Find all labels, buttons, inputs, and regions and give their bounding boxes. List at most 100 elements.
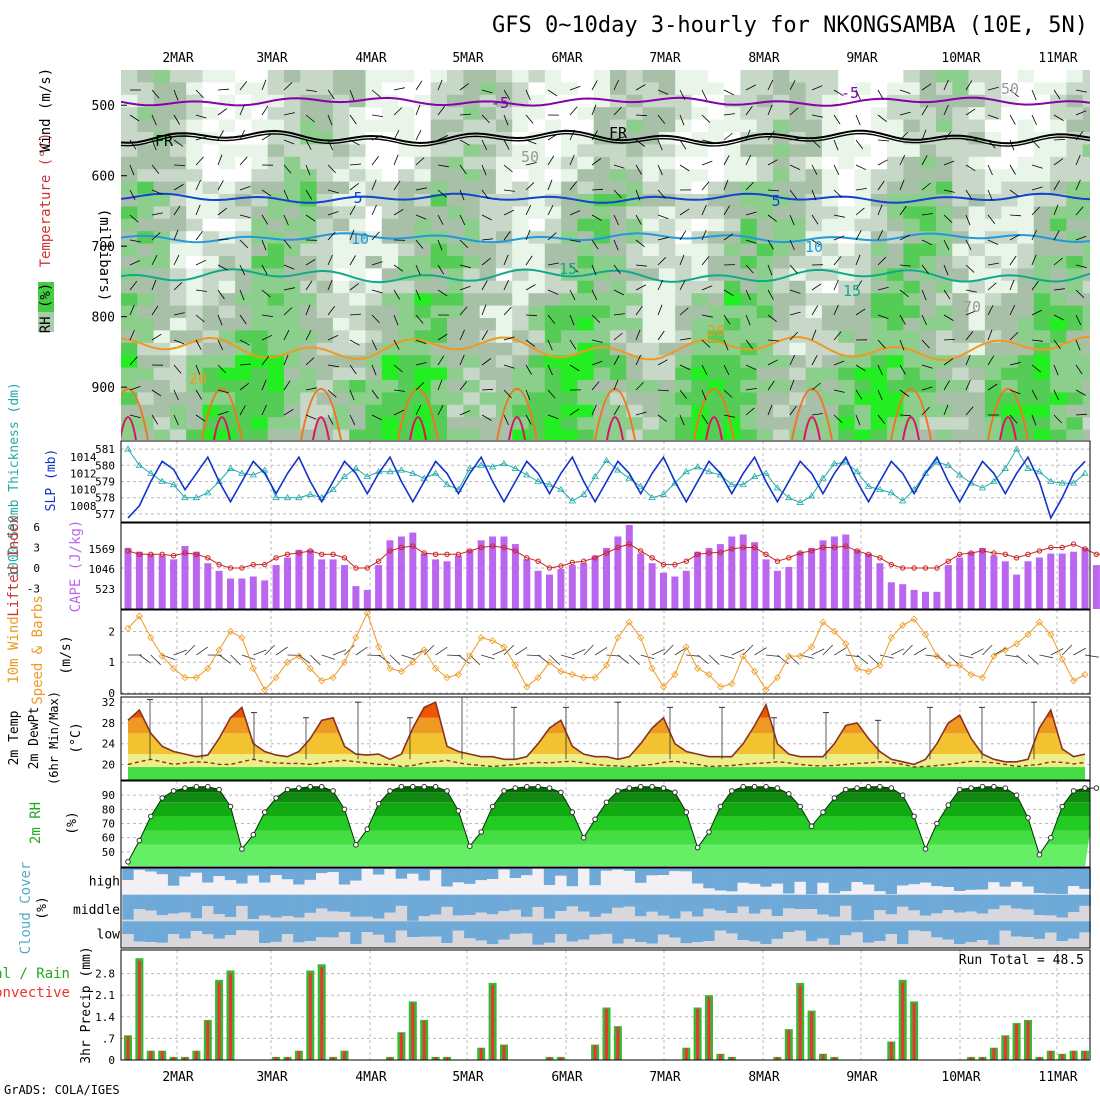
cloud-cell-clear: [942, 910, 955, 922]
li-point: [239, 565, 245, 571]
rh-cell: [561, 231, 578, 245]
cloud-cell-clear: [760, 944, 772, 948]
wind-speed-point: [409, 658, 417, 666]
cloud-cell: [498, 868, 510, 870]
rh-cell: [365, 144, 383, 158]
thickness-point: [557, 485, 565, 492]
wind-barb: [261, 314, 273, 317]
rh-cell: [658, 429, 676, 440]
rh-cell: [414, 429, 432, 440]
li-point: [968, 550, 974, 556]
rh-cell: [593, 169, 611, 183]
rh-cell: [789, 280, 807, 294]
li-point: [125, 548, 131, 554]
wind-barb: [591, 381, 600, 391]
li-point: [649, 555, 655, 561]
rh-cell: [936, 355, 953, 369]
rh-cell: [1082, 70, 1090, 83]
wind-barb: [437, 264, 445, 275]
thickness-point: [215, 477, 223, 484]
contour-label: 70: [963, 298, 981, 316]
cloud-cell-clear: [452, 930, 465, 948]
rh-cell: [202, 318, 220, 331]
wind-barb: [613, 164, 625, 169]
wind-speed-point: [1024, 630, 1032, 639]
thickness-point: [226, 464, 235, 471]
wind-barb: [393, 208, 404, 216]
wind-barb: [415, 289, 421, 301]
rh-point: [261, 809, 268, 816]
cloud-cell-clear: [521, 933, 533, 948]
thickness-point: [147, 469, 155, 476]
date-label-bottom: 5MAR: [452, 1070, 483, 1085]
cloud-cell: [372, 894, 385, 919]
rh-cell: [577, 355, 595, 369]
cloud-cell: [851, 894, 863, 921]
cloud-cell-clear: [999, 905, 1012, 922]
rh-cell: [121, 144, 138, 158]
rh-cell: [919, 70, 937, 83]
rh-cell: [756, 330, 774, 344]
cloud-cell: [133, 894, 146, 909]
rh-cell: [300, 330, 318, 344]
cloud-cell: [783, 921, 795, 933]
wind10m-barb: [845, 654, 860, 658]
wind-barb: [635, 189, 641, 201]
rh-cell: [577, 206, 595, 220]
rh-cell: [267, 392, 285, 406]
wind-barb: [767, 339, 780, 342]
rh-cell: [658, 119, 676, 133]
convective-bar: [1026, 1021, 1030, 1060]
rh-cell: [773, 429, 790, 440]
cape-bar: [557, 568, 565, 609]
rh-cell: [838, 169, 855, 183]
rh-cell: [658, 243, 676, 257]
thickness-label: 1000~500mb Thickness (dm): [7, 382, 22, 578]
wind-barb: [943, 214, 953, 223]
rh-cell: [267, 355, 285, 369]
rh-cell: [1017, 194, 1035, 207]
wind-barb: [569, 239, 581, 243]
wind-barb: [371, 364, 377, 376]
wind-barb: [371, 204, 377, 216]
convective-bar: [718, 1054, 722, 1060]
cloud-cell: [202, 921, 214, 935]
rh-cell: [561, 367, 578, 381]
cape-bar: [762, 559, 770, 609]
rh-cell: [463, 330, 481, 344]
wind-barb: [415, 382, 425, 391]
wind-barb: [987, 139, 996, 149]
li-point: [592, 555, 598, 561]
cloud-cell: [566, 921, 579, 942]
rh-cell: [887, 392, 904, 406]
rh-cell: [479, 367, 497, 381]
cloud-cell-clear: [578, 868, 590, 895]
rh-cell: [936, 194, 953, 207]
rh-cell: [218, 367, 236, 381]
cloud-cell: [270, 894, 282, 918]
rh-cell: [789, 82, 807, 96]
wind10m-barb: [868, 654, 880, 665]
cloud-cell-clear: [555, 875, 567, 895]
wind-barb: [921, 386, 933, 391]
rh-cell: [447, 144, 464, 158]
rh-panel-frame: [120, 780, 1091, 868]
rh-cell: [658, 82, 676, 96]
wind10m-barb: [378, 654, 391, 664]
rh-cell: [430, 243, 448, 257]
rh-cell: [316, 367, 334, 381]
rh-cell: [968, 169, 986, 183]
rh-cell: [544, 404, 562, 418]
cape-bar: [842, 534, 850, 609]
rh-cell: [577, 330, 595, 344]
rh-cell: [838, 280, 855, 294]
rh-cell: [984, 243, 1002, 257]
wind-barb: [657, 164, 663, 176]
rh-cell: [544, 119, 562, 133]
rh-cell: [1017, 169, 1035, 183]
wind-barb: [723, 289, 734, 297]
rh-cell: [854, 82, 872, 96]
rh-point: [877, 783, 883, 790]
wind-barb: [239, 405, 246, 416]
wind10m-barb: [731, 648, 745, 656]
